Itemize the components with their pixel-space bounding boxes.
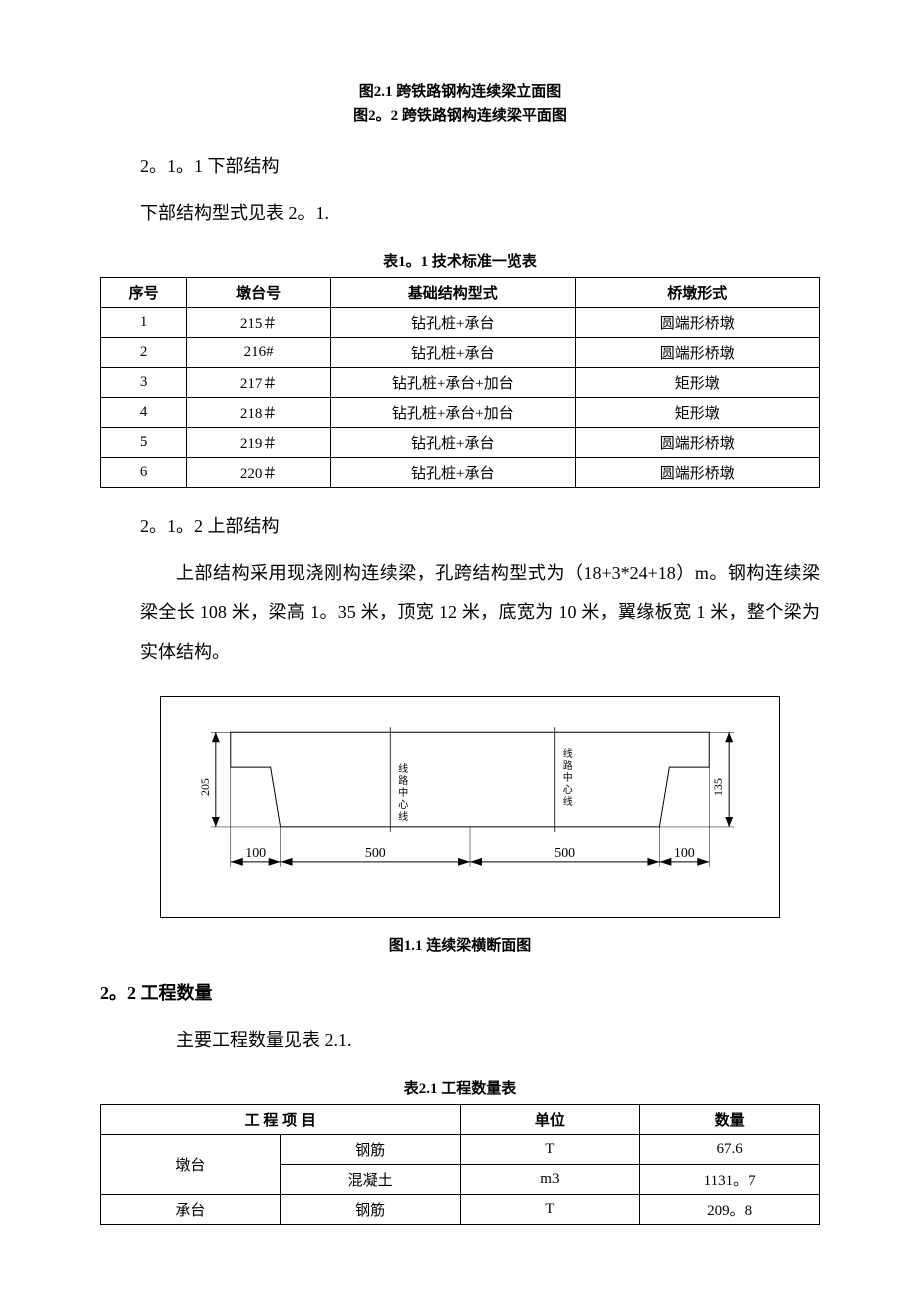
paragraph-2: 上部结构采用现浇刚构连续梁，孔跨结构型式为（18+3*24+18）m。钢构连续梁… xyxy=(140,554,820,673)
svg-text:路: 路 xyxy=(398,774,408,787)
table-cell: 混凝土 xyxy=(280,1164,460,1194)
table-header-row: 工 程 项 目 单位 数量 xyxy=(101,1104,820,1134)
paragraph-3: 主要工程数量见表 2.1. xyxy=(140,1021,820,1061)
table-cell: 承台 xyxy=(101,1194,281,1224)
table-header-cell: 序号 xyxy=(101,277,187,307)
table-header-cell: 基础结构型式 xyxy=(331,277,575,307)
table-cell: 钻孔桩+承台 xyxy=(331,427,575,457)
table-header-cell: 工 程 项 目 xyxy=(101,1104,461,1134)
figure-caption-11: 图1.1 连续梁横断面图 xyxy=(100,934,820,955)
table-cell: 钢筋 xyxy=(280,1134,460,1164)
table-row: 墩台 钢筋 T 67.6 xyxy=(101,1134,820,1164)
table-cell: 圆端形桥墩 xyxy=(575,307,819,337)
table-cell: 圆端形桥墩 xyxy=(575,457,819,487)
heading-212: 2。1。2 上部结构 xyxy=(140,512,820,538)
heading-211: 2。1。1 下部结构 xyxy=(140,152,820,178)
table-cell: T xyxy=(460,1134,640,1164)
table-row: 承台 钢筋 T 209。8 xyxy=(101,1194,820,1224)
svg-text:路: 路 xyxy=(563,759,573,772)
table-cell: 3 xyxy=(101,367,187,397)
table-tech-standards: 序号 墩台号 基础结构型式 桥墩形式 1215＃钻孔桩+承台圆端形桥墩2216#… xyxy=(100,277,820,488)
table-row: 5219＃钻孔桩+承台圆端形桥墩 xyxy=(101,427,820,457)
table-cell: 1131。7 xyxy=(640,1164,820,1194)
table-row: 4218＃钻孔桩+承台+加台矩形墩 xyxy=(101,397,820,427)
table-cell: 220＃ xyxy=(187,457,331,487)
table-cell: T xyxy=(460,1194,640,1224)
table-cell: 圆端形桥墩 xyxy=(575,427,819,457)
table-cell: 215＃ xyxy=(187,307,331,337)
svg-text:心: 心 xyxy=(398,799,408,811)
paragraph-1: 下部结构型式见表 2。1. xyxy=(140,194,820,234)
dim-width-right: 500 xyxy=(554,846,575,861)
table-cell: 67.6 xyxy=(640,1134,820,1164)
figure-caption-22: 图2。2 跨铁路钢构连续梁平面图 xyxy=(100,104,820,128)
svg-text:线: 线 xyxy=(398,810,408,823)
table-cell: 钻孔桩+承台 xyxy=(331,337,575,367)
table-cell: 2 xyxy=(101,337,187,367)
dim-flange-left: 100 xyxy=(245,846,266,861)
table-cell: 钻孔桩+承台+加台 xyxy=(331,367,575,397)
table-cell: 墩台 xyxy=(101,1134,281,1194)
table-cell: 4 xyxy=(101,397,187,427)
dim-flange-right: 100 xyxy=(674,846,695,861)
table-cell: 钻孔桩+承台 xyxy=(331,307,575,337)
table-row: 6220＃钻孔桩+承台圆端形桥墩 xyxy=(101,457,820,487)
table-cell: 217＃ xyxy=(187,367,331,397)
table-cell: 钢筋 xyxy=(280,1194,460,1224)
svg-text:中: 中 xyxy=(563,771,573,784)
table-row: 1215＃钻孔桩+承台圆端形桥墩 xyxy=(101,307,820,337)
table-header-cell: 数量 xyxy=(640,1104,820,1134)
svg-text:线: 线 xyxy=(563,795,573,808)
svg-text:心: 心 xyxy=(563,784,573,796)
table-cell: 218＃ xyxy=(187,397,331,427)
centerline-label-left: 线 xyxy=(398,762,408,775)
table-header-cell: 桥墩形式 xyxy=(575,277,819,307)
table-cell: 6 xyxy=(101,457,187,487)
table-row: 2216#钻孔桩+承台圆端形桥墩 xyxy=(101,337,820,367)
table-cell: 1 xyxy=(101,307,187,337)
table-cell: 209。8 xyxy=(640,1194,820,1224)
diagram-svg: 205 135 线 路 中 心 线 线 路 中 心 线 xyxy=(161,697,779,917)
svg-text:中: 中 xyxy=(398,786,408,799)
table-cell: 矩形墩 xyxy=(575,397,819,427)
table-cell: 钻孔桩+承台 xyxy=(331,457,575,487)
table-cell: 5 xyxy=(101,427,187,457)
table1-caption: 表1。1 技术标准一览表 xyxy=(100,250,820,271)
table-cell: 圆端形桥墩 xyxy=(575,337,819,367)
figure-caption-21: 图2.1 跨铁路钢构连续梁立面图 xyxy=(100,80,820,104)
centerline-label-right: 线 xyxy=(563,748,573,761)
dim-height-left: 205 xyxy=(198,778,212,796)
table-quantities: 工 程 项 目 单位 数量 墩台 钢筋 T 67.6 混凝土 m3 1131。7… xyxy=(100,1104,820,1225)
table-row: 3217＃钻孔桩+承台+加台矩形墩 xyxy=(101,367,820,397)
heading-22: 2。2 工程数量 xyxy=(100,979,820,1005)
table2-caption: 表2.1 工程数量表 xyxy=(100,1077,820,1098)
table-cell: m3 xyxy=(460,1164,640,1194)
table-cell: 钻孔桩+承台+加台 xyxy=(331,397,575,427)
table-header-cell: 单位 xyxy=(460,1104,640,1134)
table-header-row: 序号 墩台号 基础结构型式 桥墩形式 xyxy=(101,277,820,307)
dim-width-left: 500 xyxy=(365,846,386,861)
table-cell: 216# xyxy=(187,337,331,367)
table-cell: 219＃ xyxy=(187,427,331,457)
table-header-cell: 墩台号 xyxy=(187,277,331,307)
table-cell: 矩形墩 xyxy=(575,367,819,397)
cross-section-diagram: 205 135 线 路 中 心 线 线 路 中 心 线 xyxy=(160,696,780,918)
dim-height-right: 135 xyxy=(711,778,725,796)
